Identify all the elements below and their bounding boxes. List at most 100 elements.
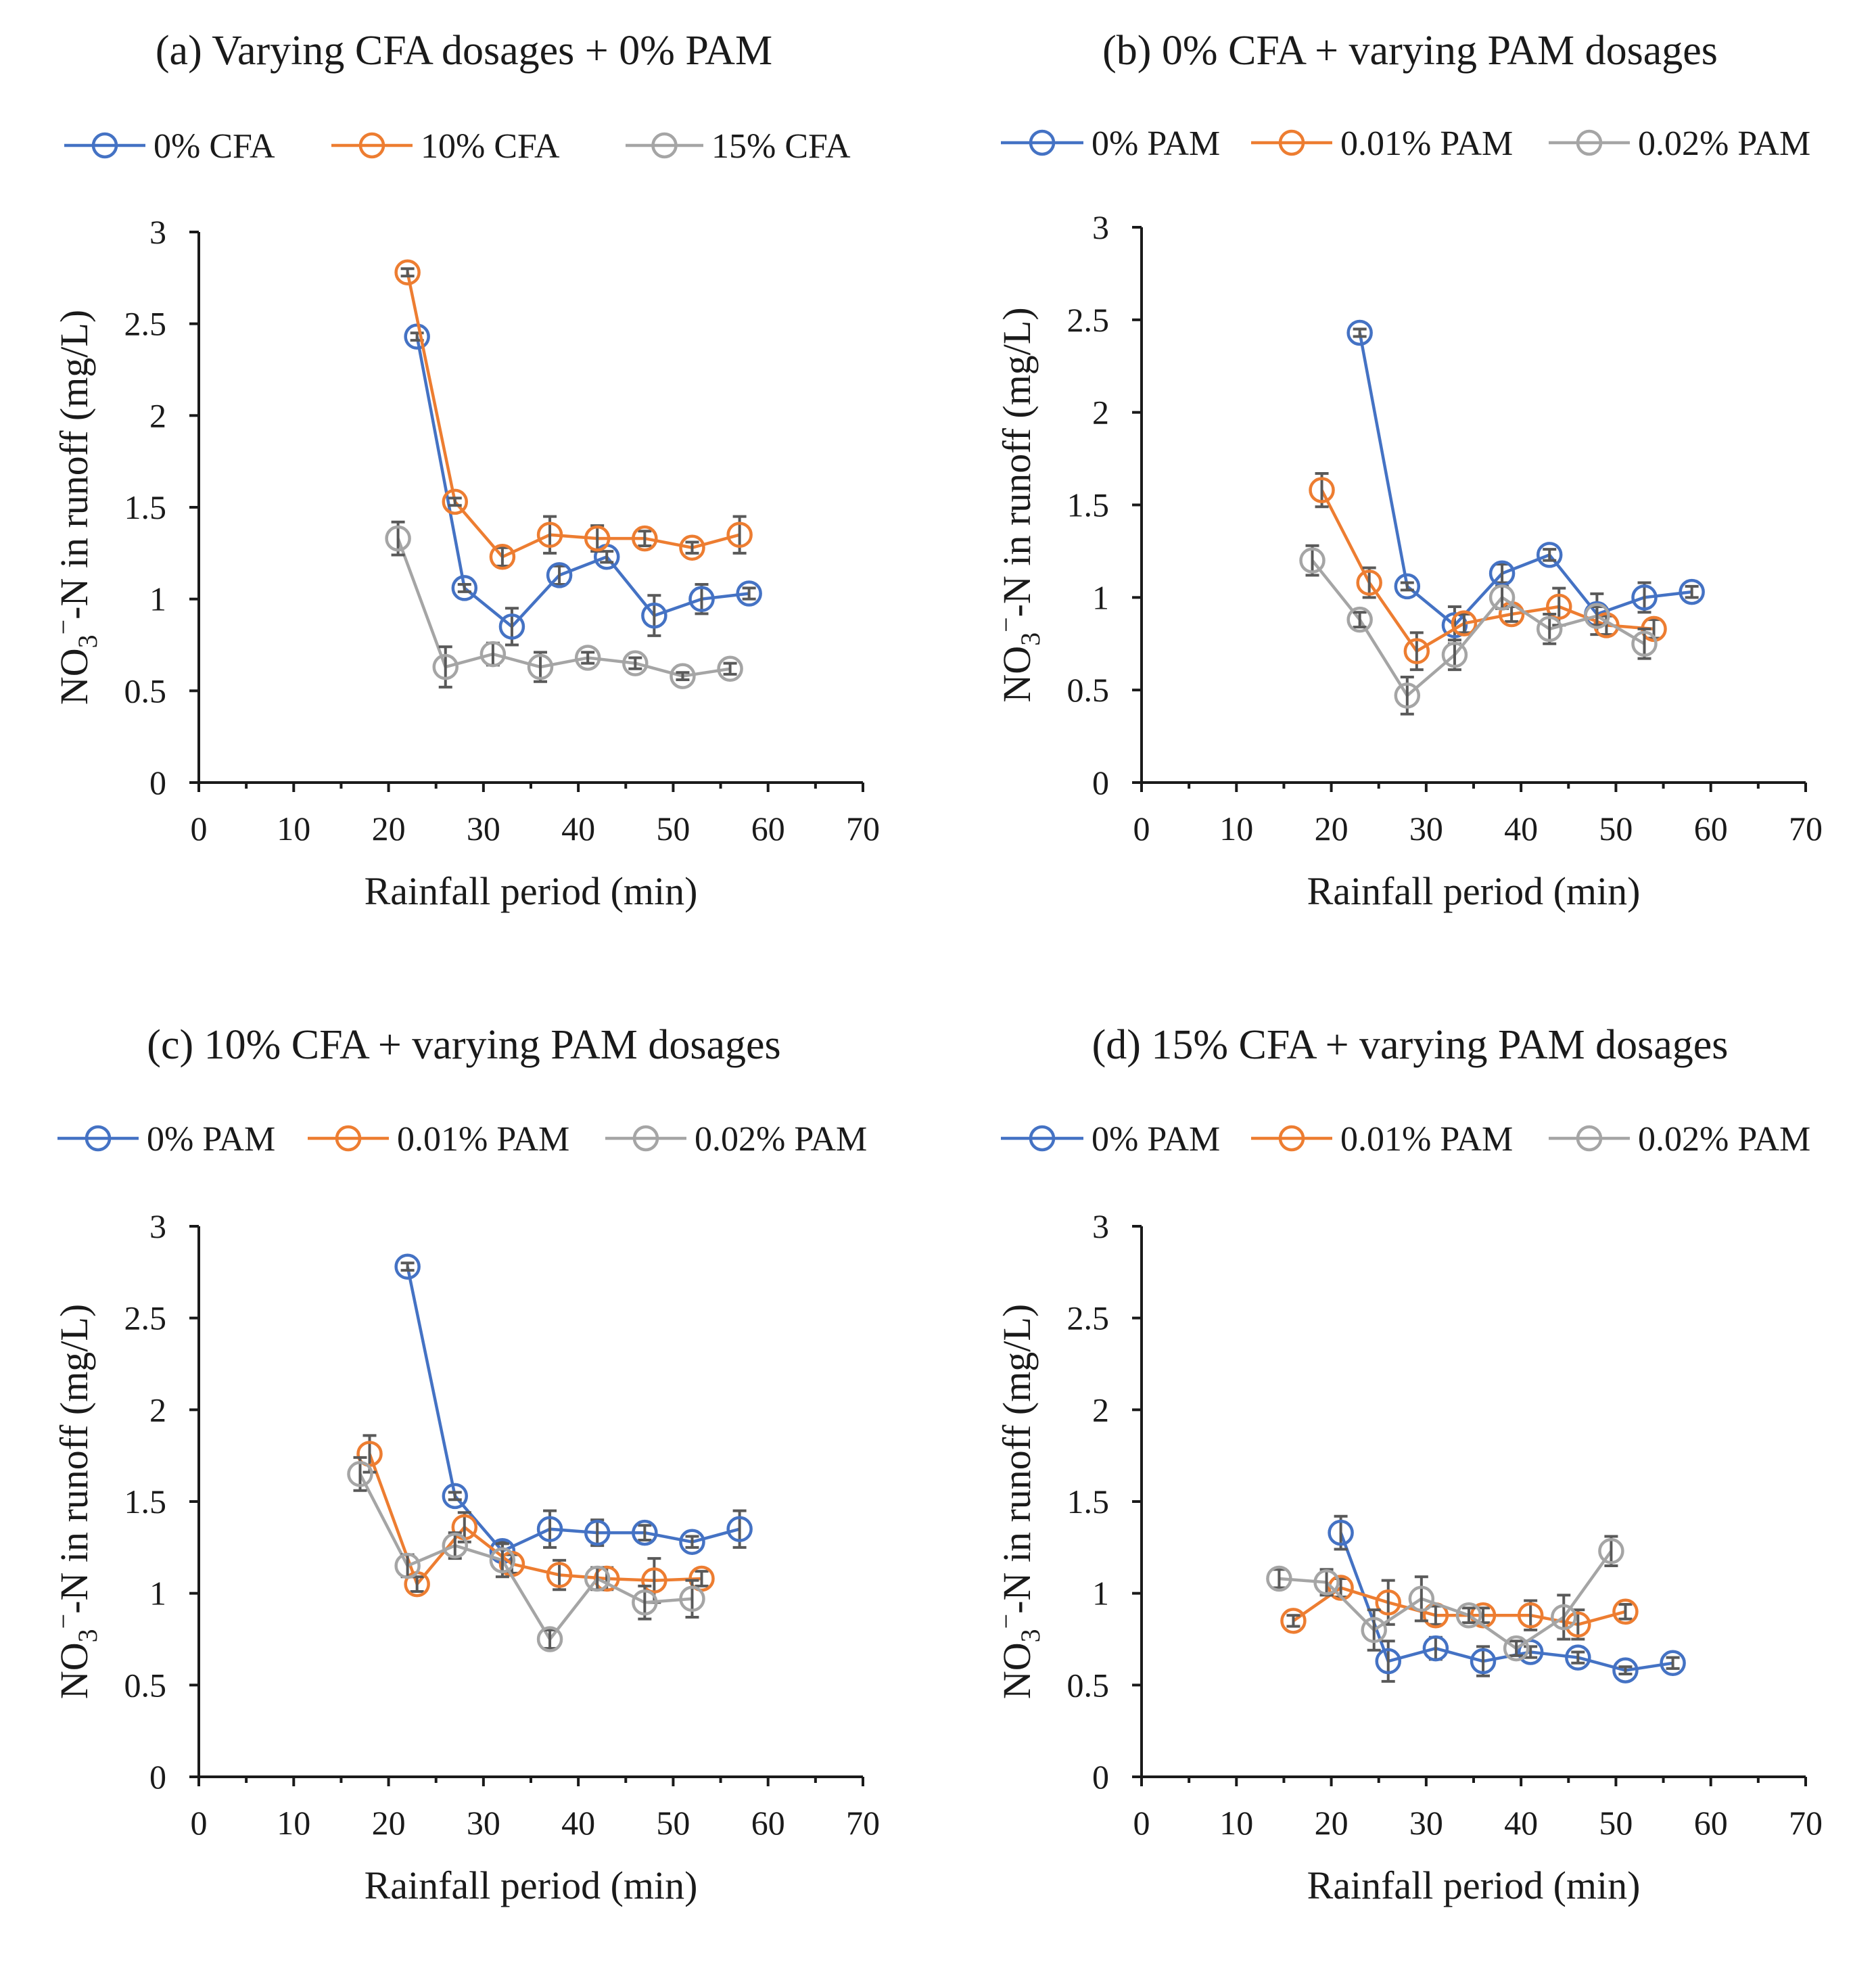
y-tick-label: 0 [1092,1758,1109,1796]
x-tick-label: 20 [372,810,406,847]
legend-item: 0% PAM [1001,124,1220,163]
y-tick-label: 1.5 [124,488,167,526]
series-1 [394,1253,753,1564]
data-point [385,525,411,552]
x-tick-label: 70 [1789,810,1823,847]
error-bar [457,582,471,593]
error-bar [448,496,462,507]
data-point [536,1516,563,1542]
error-bar [628,656,642,670]
x-tick-label: 20 [372,1804,406,1842]
x-tick-label: 20 [1315,1804,1349,1842]
error-bar [647,594,661,637]
data-point [1441,641,1468,668]
error-bar [1637,627,1651,660]
data-point [1470,1648,1497,1675]
y-tick-label: 2 [149,1391,166,1428]
x-tick-label: 0 [191,1804,208,1842]
legend-item: 0% PAM [57,1120,275,1159]
data-point [670,663,696,689]
legend-swatch-marker [1278,129,1305,156]
x-tick-label: 40 [1504,1804,1538,1842]
series-3 [347,1456,705,1652]
error-bar [1509,1640,1524,1657]
data-point [1631,630,1658,657]
legend-item: 15% CFA [626,127,851,166]
x-tick-label: 50 [1599,810,1633,847]
x-tick-label: 60 [751,810,785,847]
x-tick-label: 50 [656,1804,690,1842]
data-point [1679,578,1705,605]
series-1 [404,323,762,647]
data-point [1565,1611,1591,1638]
data-point [632,1519,658,1546]
error-bar [581,651,595,665]
y-tick-label: 3 [149,1207,166,1245]
legend-label: 10% CFA [421,127,560,166]
x-tick-label: 60 [751,1804,785,1842]
error-bar [400,267,415,278]
y-axis-title: NO3−-N in runoff (mg/L) [48,1304,103,1699]
error-bar [1637,581,1651,614]
legend: 0% PAM 0.01% PAM 0.02% PAM [57,1120,867,1159]
data-point [546,562,573,588]
series-line [1292,1586,1626,1627]
legend: 0% PAM 0.01% PAM 0.02% PAM [1001,1120,1810,1159]
error-bar [438,645,452,689]
data-point [1536,542,1563,568]
error-bar [742,586,756,601]
data-point [1488,584,1516,611]
legend-item: 0% PAM [1001,1120,1220,1159]
data-point [1565,1644,1591,1671]
y-tick-label: 1 [149,1575,166,1612]
x-tick-label: 10 [277,1804,310,1842]
data-point [1309,477,1335,503]
error-bar [1447,638,1461,672]
x-tick-label: 20 [1315,810,1349,847]
data-point [1280,1608,1307,1634]
data-point [442,1532,469,1559]
legend-swatch-marker [91,132,118,159]
legend: 0% PAM 0.01% PAM 0.02% PAM [1001,124,1810,163]
y-tick-label: 3 [1092,208,1109,246]
error-bar [1543,548,1557,562]
data-point [1551,1604,1577,1631]
y-tick-label: 2.5 [1067,1299,1110,1337]
legend-item: 10% CFA [331,127,560,166]
data-point [688,586,715,612]
data-point [1313,1569,1340,1596]
error-bar [676,671,690,682]
y-tick-label: 3 [149,213,166,251]
data-point [1422,1635,1449,1662]
data-point [641,602,667,629]
y-axis-title: NO3−-N in runoff (mg/L) [48,310,103,705]
chart-title: (c) 10% CFA + varying PAM dosages [147,1022,780,1068]
x-tick-label: 30 [467,1804,500,1842]
error-bar [685,540,699,555]
series-line [358,1473,693,1642]
data-point [679,1529,705,1555]
error-bar [1381,1640,1395,1683]
data-point [1546,593,1572,620]
data-point [632,1589,658,1616]
x-tick-label: 10 [1219,1804,1253,1842]
x-axis-title: Rainfall period (min) [1307,869,1641,913]
error-bar [1604,1535,1618,1567]
x-axis-title: Rainfall period (min) [365,1863,698,1907]
series-2 [1309,471,1667,672]
legend-swatch-marker [335,1125,362,1152]
data-point [1328,1575,1354,1601]
error-bar [1362,566,1376,599]
x-axis-title: Rainfall period (min) [1307,1863,1641,1907]
error-bar [1685,584,1699,599]
data-point [1394,682,1421,709]
data-point [432,653,459,680]
error-bar [1305,544,1319,577]
data-point [1631,584,1658,611]
error-bar [1571,1650,1585,1665]
error-bar [638,530,652,547]
x-tick-label: 40 [561,1804,595,1842]
x-tick-label: 40 [1504,810,1538,847]
error-bar [1618,1665,1633,1676]
